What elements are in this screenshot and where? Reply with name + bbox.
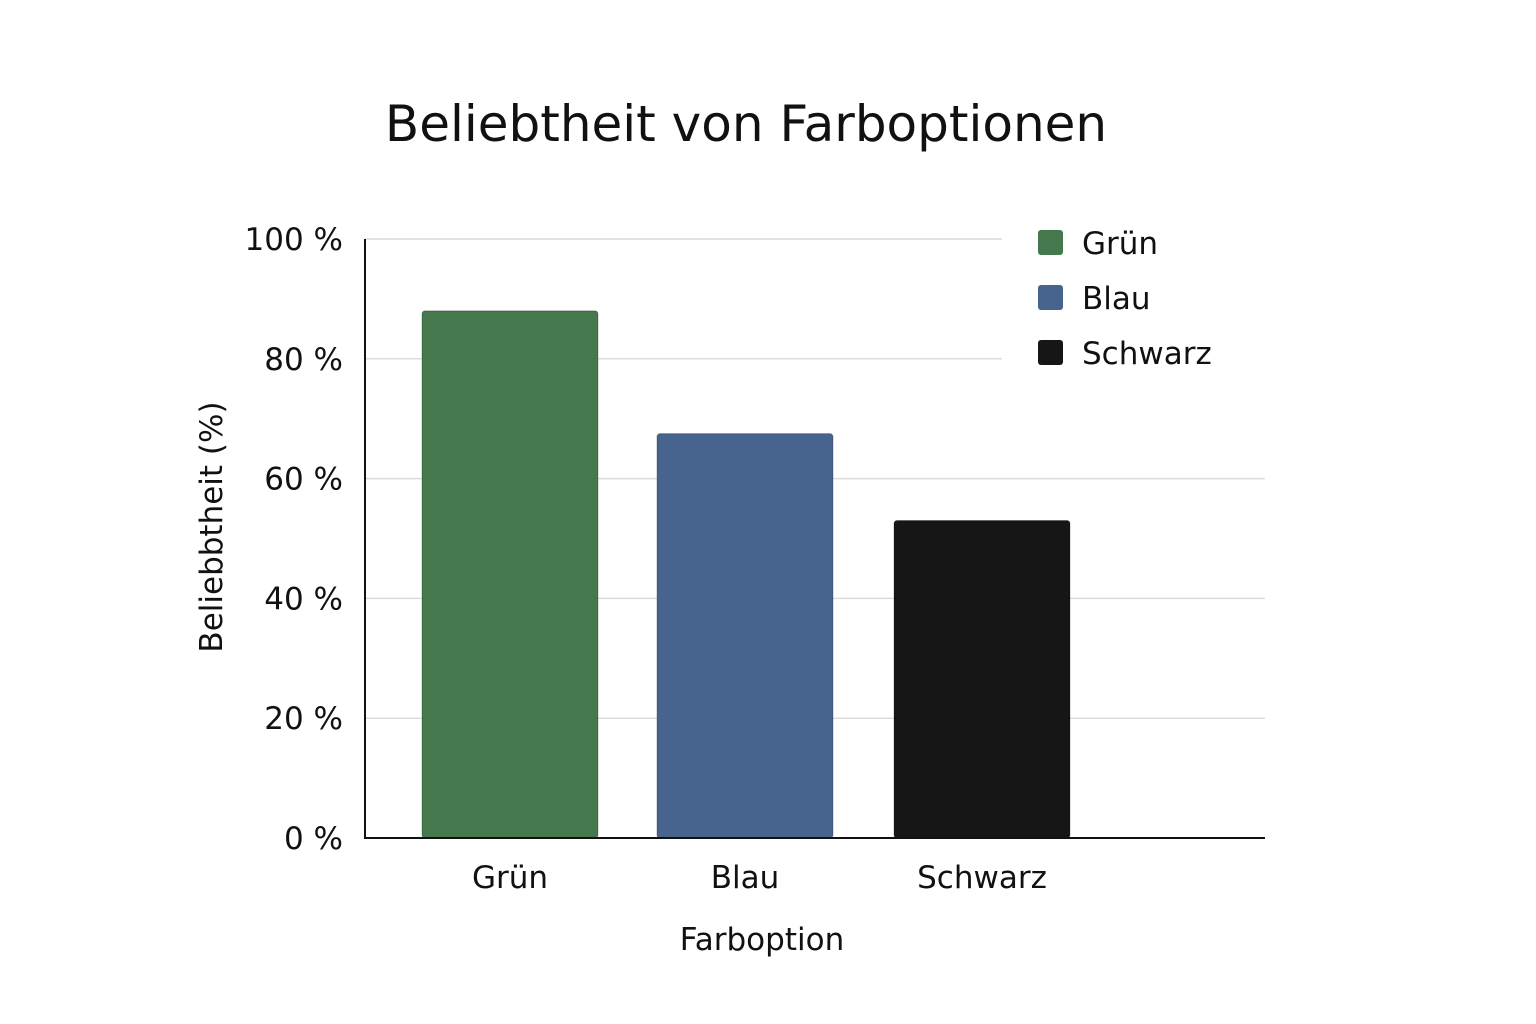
chart-title: Beliebtheit von Farboptionen	[385, 95, 1107, 153]
x-axis-ticks: Grün Blau Schwarz	[472, 860, 1047, 896]
y-tick-label: 60 %	[264, 462, 343, 498]
y-tick-label: 20 %	[264, 701, 343, 737]
x-axis-label: Farboption	[680, 922, 844, 958]
bar-schwarz	[893, 520, 1071, 839]
y-tick-label: 0 %	[284, 821, 343, 857]
y-axis-ticks: 0 % 20 % 40 % 60 % 80 % 100 %	[245, 222, 343, 857]
legend-label-schwarz: Schwarz	[1082, 336, 1212, 372]
legend-swatch-grün	[1038, 230, 1063, 255]
legend-swatch-blau	[1038, 285, 1063, 310]
y-tick-label: 40 %	[264, 581, 343, 617]
legend-label-blau: Blau	[1082, 281, 1151, 317]
y-axis-label: Beliebbtheit (%)	[194, 401, 230, 652]
y-tick-label: 100 %	[245, 222, 343, 258]
legend: Grün Blau Schwarz	[1038, 226, 1212, 372]
x-tick-label: Schwarz	[917, 860, 1047, 896]
bars	[421, 310, 1071, 839]
bar-blau	[656, 433, 834, 839]
x-tick-label: Blau	[711, 860, 780, 896]
legend-swatch-schwarz	[1038, 340, 1063, 365]
legend-label-grün: Grün	[1082, 226, 1158, 262]
y-tick-label: 80 %	[264, 342, 343, 378]
bar-grün	[421, 310, 599, 839]
axes	[364, 239, 1265, 839]
x-tick-label: Grün	[472, 860, 548, 896]
